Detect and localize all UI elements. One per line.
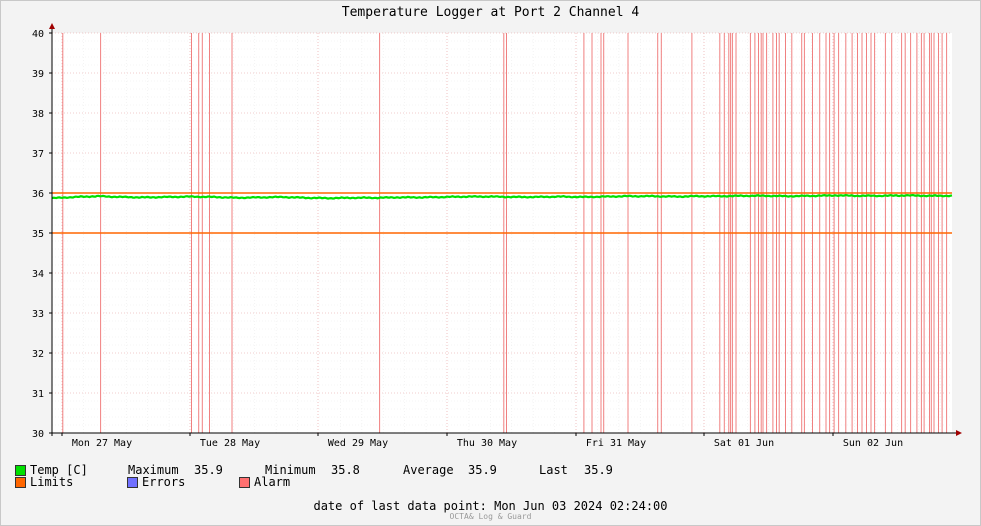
minimum-value: 35.8 bbox=[331, 463, 360, 477]
limit-lines bbox=[52, 192, 952, 234]
x-tick-label: Wed 29 May bbox=[328, 438, 388, 449]
y-tick-label: 31 bbox=[32, 389, 44, 400]
y-tick-label: 35 bbox=[32, 229, 44, 240]
x-tick-label: Fri 31 May bbox=[586, 438, 646, 449]
limits-swatch bbox=[15, 477, 26, 488]
temp-series bbox=[51, 193, 953, 200]
y-tick-label: 38 bbox=[32, 109, 44, 120]
maximum-label: Maximum bbox=[128, 463, 179, 477]
average-value: 35.9 bbox=[468, 463, 497, 477]
maximum-value: 35.9 bbox=[194, 463, 223, 477]
temp-legend-label: Temp [C] bbox=[30, 463, 88, 477]
y-tick-label: 32 bbox=[32, 349, 44, 360]
chart-title: Temperature Logger at Port 2 Channel 4 bbox=[341, 5, 640, 20]
errors-legend-label: Errors bbox=[142, 475, 186, 489]
last-value: 35.9 bbox=[584, 463, 613, 477]
axes bbox=[49, 23, 962, 436]
x-axis-arrow bbox=[956, 430, 962, 436]
y-axis-arrow bbox=[49, 23, 55, 29]
limits-legend-label: Limits bbox=[30, 475, 74, 489]
y-tick-label: 30 bbox=[32, 429, 44, 440]
average-label: Average bbox=[403, 463, 454, 477]
y-tick-label: 37 bbox=[32, 149, 44, 160]
x-tick-label: Sun 02 Jun bbox=[843, 438, 903, 449]
last-label: Last bbox=[539, 463, 568, 477]
x-tick-label: Sat 01 Jun bbox=[714, 438, 774, 449]
last-data-point: date of last data point: Mon Jun 03 2024… bbox=[313, 499, 668, 513]
x-tick-label: Tue 28 May bbox=[200, 438, 260, 449]
temp-swatch bbox=[15, 465, 26, 476]
y-tick-label: 36 bbox=[32, 189, 44, 200]
y-tick-label: 40 bbox=[32, 29, 44, 40]
y-tick-label: 33 bbox=[32, 309, 44, 320]
alarm-swatch bbox=[239, 477, 250, 488]
y-tick-labels: 30 31 32 33 34 35 36 37 38 39 40 bbox=[32, 29, 44, 440]
credit-text: OCTA& Log & Guard bbox=[449, 512, 532, 521]
alarm-legend-label: Alarm bbox=[254, 475, 291, 489]
y-tick-label: 34 bbox=[32, 269, 44, 280]
temp-series-line bbox=[51, 193, 953, 200]
errors-swatch bbox=[127, 477, 138, 488]
x-tick-label: Mon 27 May bbox=[72, 438, 132, 449]
x-tick-labels: Mon 27 May Tue 28 May Wed 29 May Thu 30 May… bbox=[72, 438, 903, 449]
x-tick-label: Thu 30 May bbox=[457, 438, 517, 449]
y-tick-label: 39 bbox=[32, 69, 44, 80]
minimum-label: Minimum bbox=[265, 463, 316, 477]
